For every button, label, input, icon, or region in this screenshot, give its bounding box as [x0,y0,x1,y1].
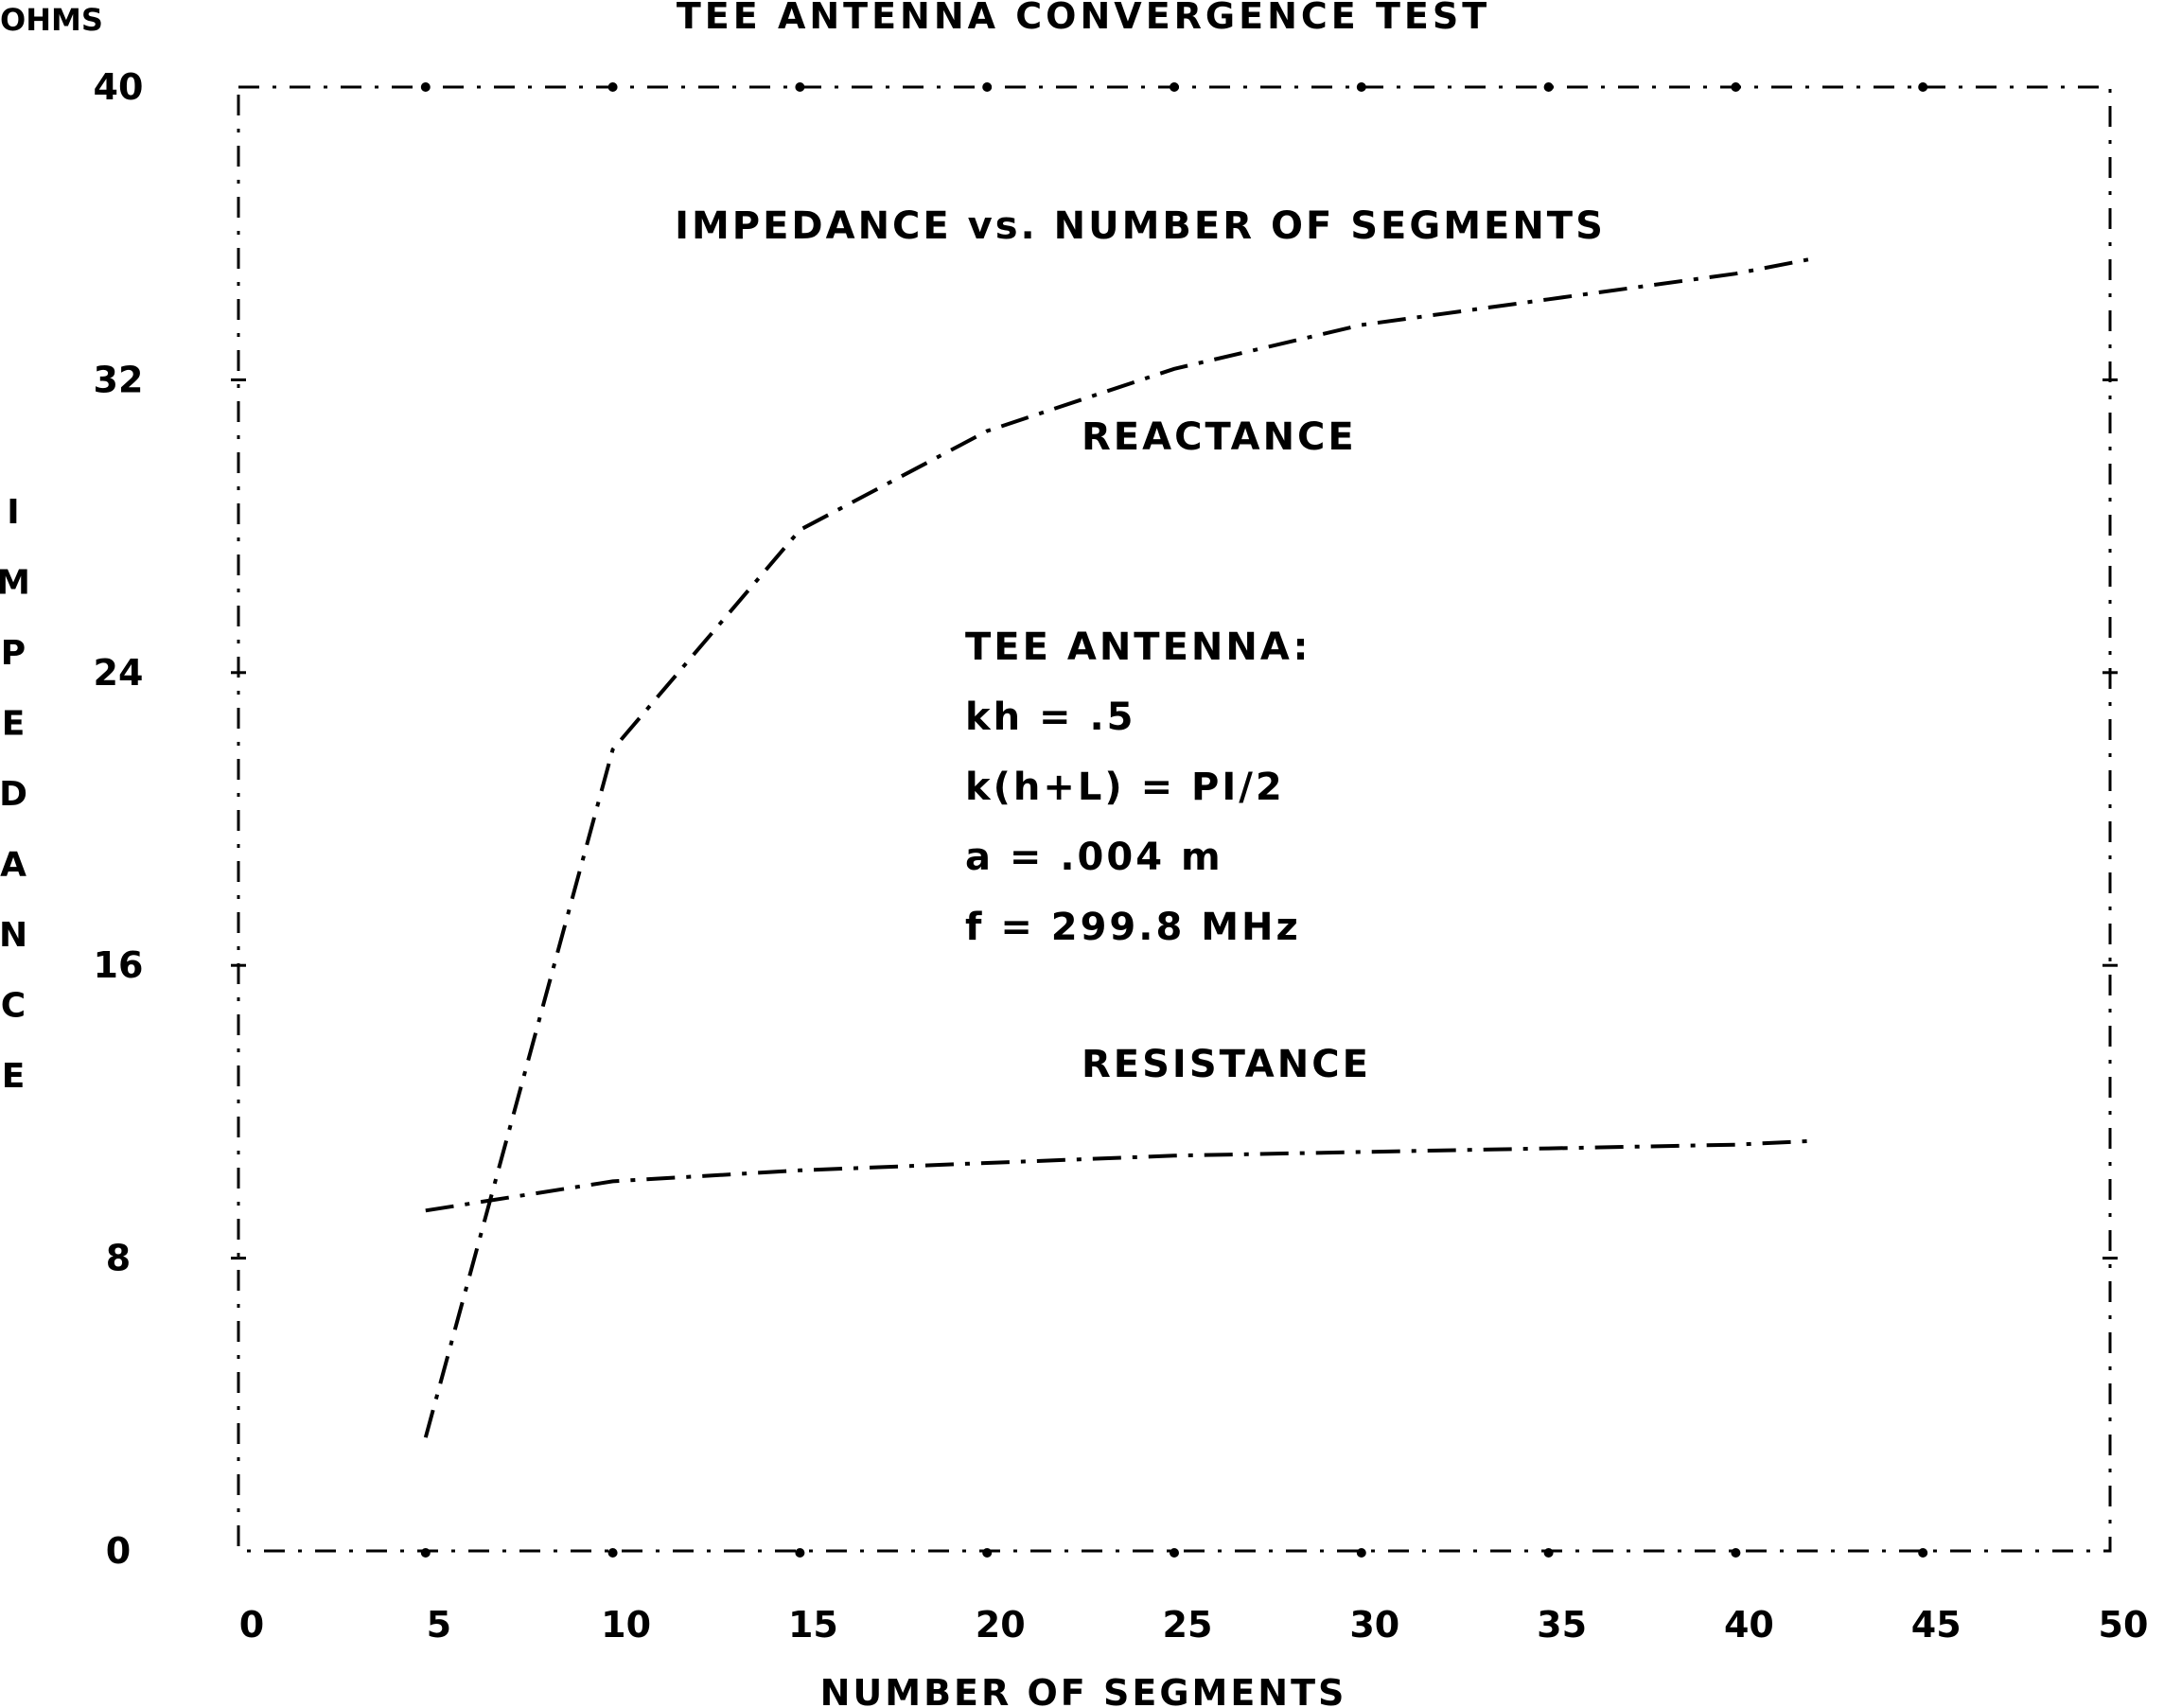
series-group [423,256,1811,1438]
annotation-line: f = 299.8 MHz [965,906,1301,949]
annotation-line: a = .004 m [965,836,1223,879]
x-tick-mark [420,1548,431,1558]
x-tick-label: 30 [1349,1604,1399,1646]
x-tick-mark [1356,1548,1366,1558]
y-axis-label-letter: C [1,987,26,1026]
y-unit-label: OHMS [0,2,103,38]
y-axis: 0 8 16 24 32 40 [94,66,2118,1572]
series-label: REACTANCE [1082,415,1357,459]
series-labels: REACTANCE RESISTANCE [1082,415,1371,1086]
series-line-reactance [423,256,1811,1438]
y-axis-label-letter: M [0,564,30,603]
y-axis-label-letter: E [2,1057,26,1096]
y-tick-label: 40 [94,66,144,108]
y-axis-label: IMPEDANCE [0,493,30,1096]
x-axis-label: NUMBER OF SEGMENTS [820,1672,1347,1708]
annotation-line: kh = .5 [965,696,1135,739]
y-axis-label-letter: P [1,634,26,673]
x-tick-mark [795,1548,805,1558]
y-axis-label-letter: E [2,705,26,744]
x-tick-label: 35 [1537,1604,1587,1646]
y-axis-label-letter: D [0,775,27,814]
y-axis-label-letter: A [0,846,26,885]
chart-subtitle: IMPEDANCE vs. NUMBER OF SEGMENTS [675,204,1606,248]
x-tick-mark [1170,82,1179,92]
x-tick-mark [1918,1548,1928,1558]
x-tick-label: 20 [976,1604,1026,1646]
x-tick-mark [795,82,805,92]
x-tick-mark [1543,82,1554,92]
series-line-resistance [425,1138,1811,1213]
x-tick-mark [1918,82,1928,92]
annotation-line: TEE ANTENNA: [965,625,1311,669]
x-tick-label: 40 [1724,1604,1774,1646]
x-tick-mark [1543,1548,1554,1558]
x-tick-mark [982,82,993,92]
x-tick-label: 25 [1163,1604,1213,1646]
x-tick-mark [1356,82,1366,92]
x-tick-label: 0 [239,1604,264,1646]
y-tick-label: 32 [94,359,144,400]
series-label: RESISTANCE [1082,1043,1371,1086]
annotation-line: k(h+L) = PI/2 [965,766,1285,809]
x-tick-label: 10 [601,1604,651,1646]
y-tick-label: 0 [106,1530,131,1572]
y-tick-label: 24 [94,652,144,694]
y-axis-label-letter: I [7,493,19,532]
y-axis-label-letter: N [0,916,27,955]
annotation-block: TEE ANTENNA: kh = .5 k(h+L) = PI/2 a = .004… [965,625,1311,949]
x-tick-mark [1731,82,1741,92]
plot-frame [237,85,2112,1553]
x-tick-mark [982,1548,993,1558]
x-tick-mark [607,1548,618,1558]
chart-title: TEE ANTENNA CONVERGENCE TEST [677,0,1490,37]
y-tick-label: 16 [94,944,144,986]
x-tick-mark [1170,1548,1179,1558]
x-tick-label: 50 [2099,1604,2149,1646]
x-tick-label: 5 [427,1604,451,1646]
x-tick-label: 45 [1911,1604,1962,1646]
x-tick-mark [607,82,618,92]
x-tick-mark [1731,1548,1741,1558]
x-tick-mark [420,82,431,92]
x-axis: 0 5 10 15 20 25 30 35 40 45 50 [239,82,2149,1646]
y-tick-label: 8 [106,1238,131,1279]
x-tick-label: 15 [788,1604,838,1646]
